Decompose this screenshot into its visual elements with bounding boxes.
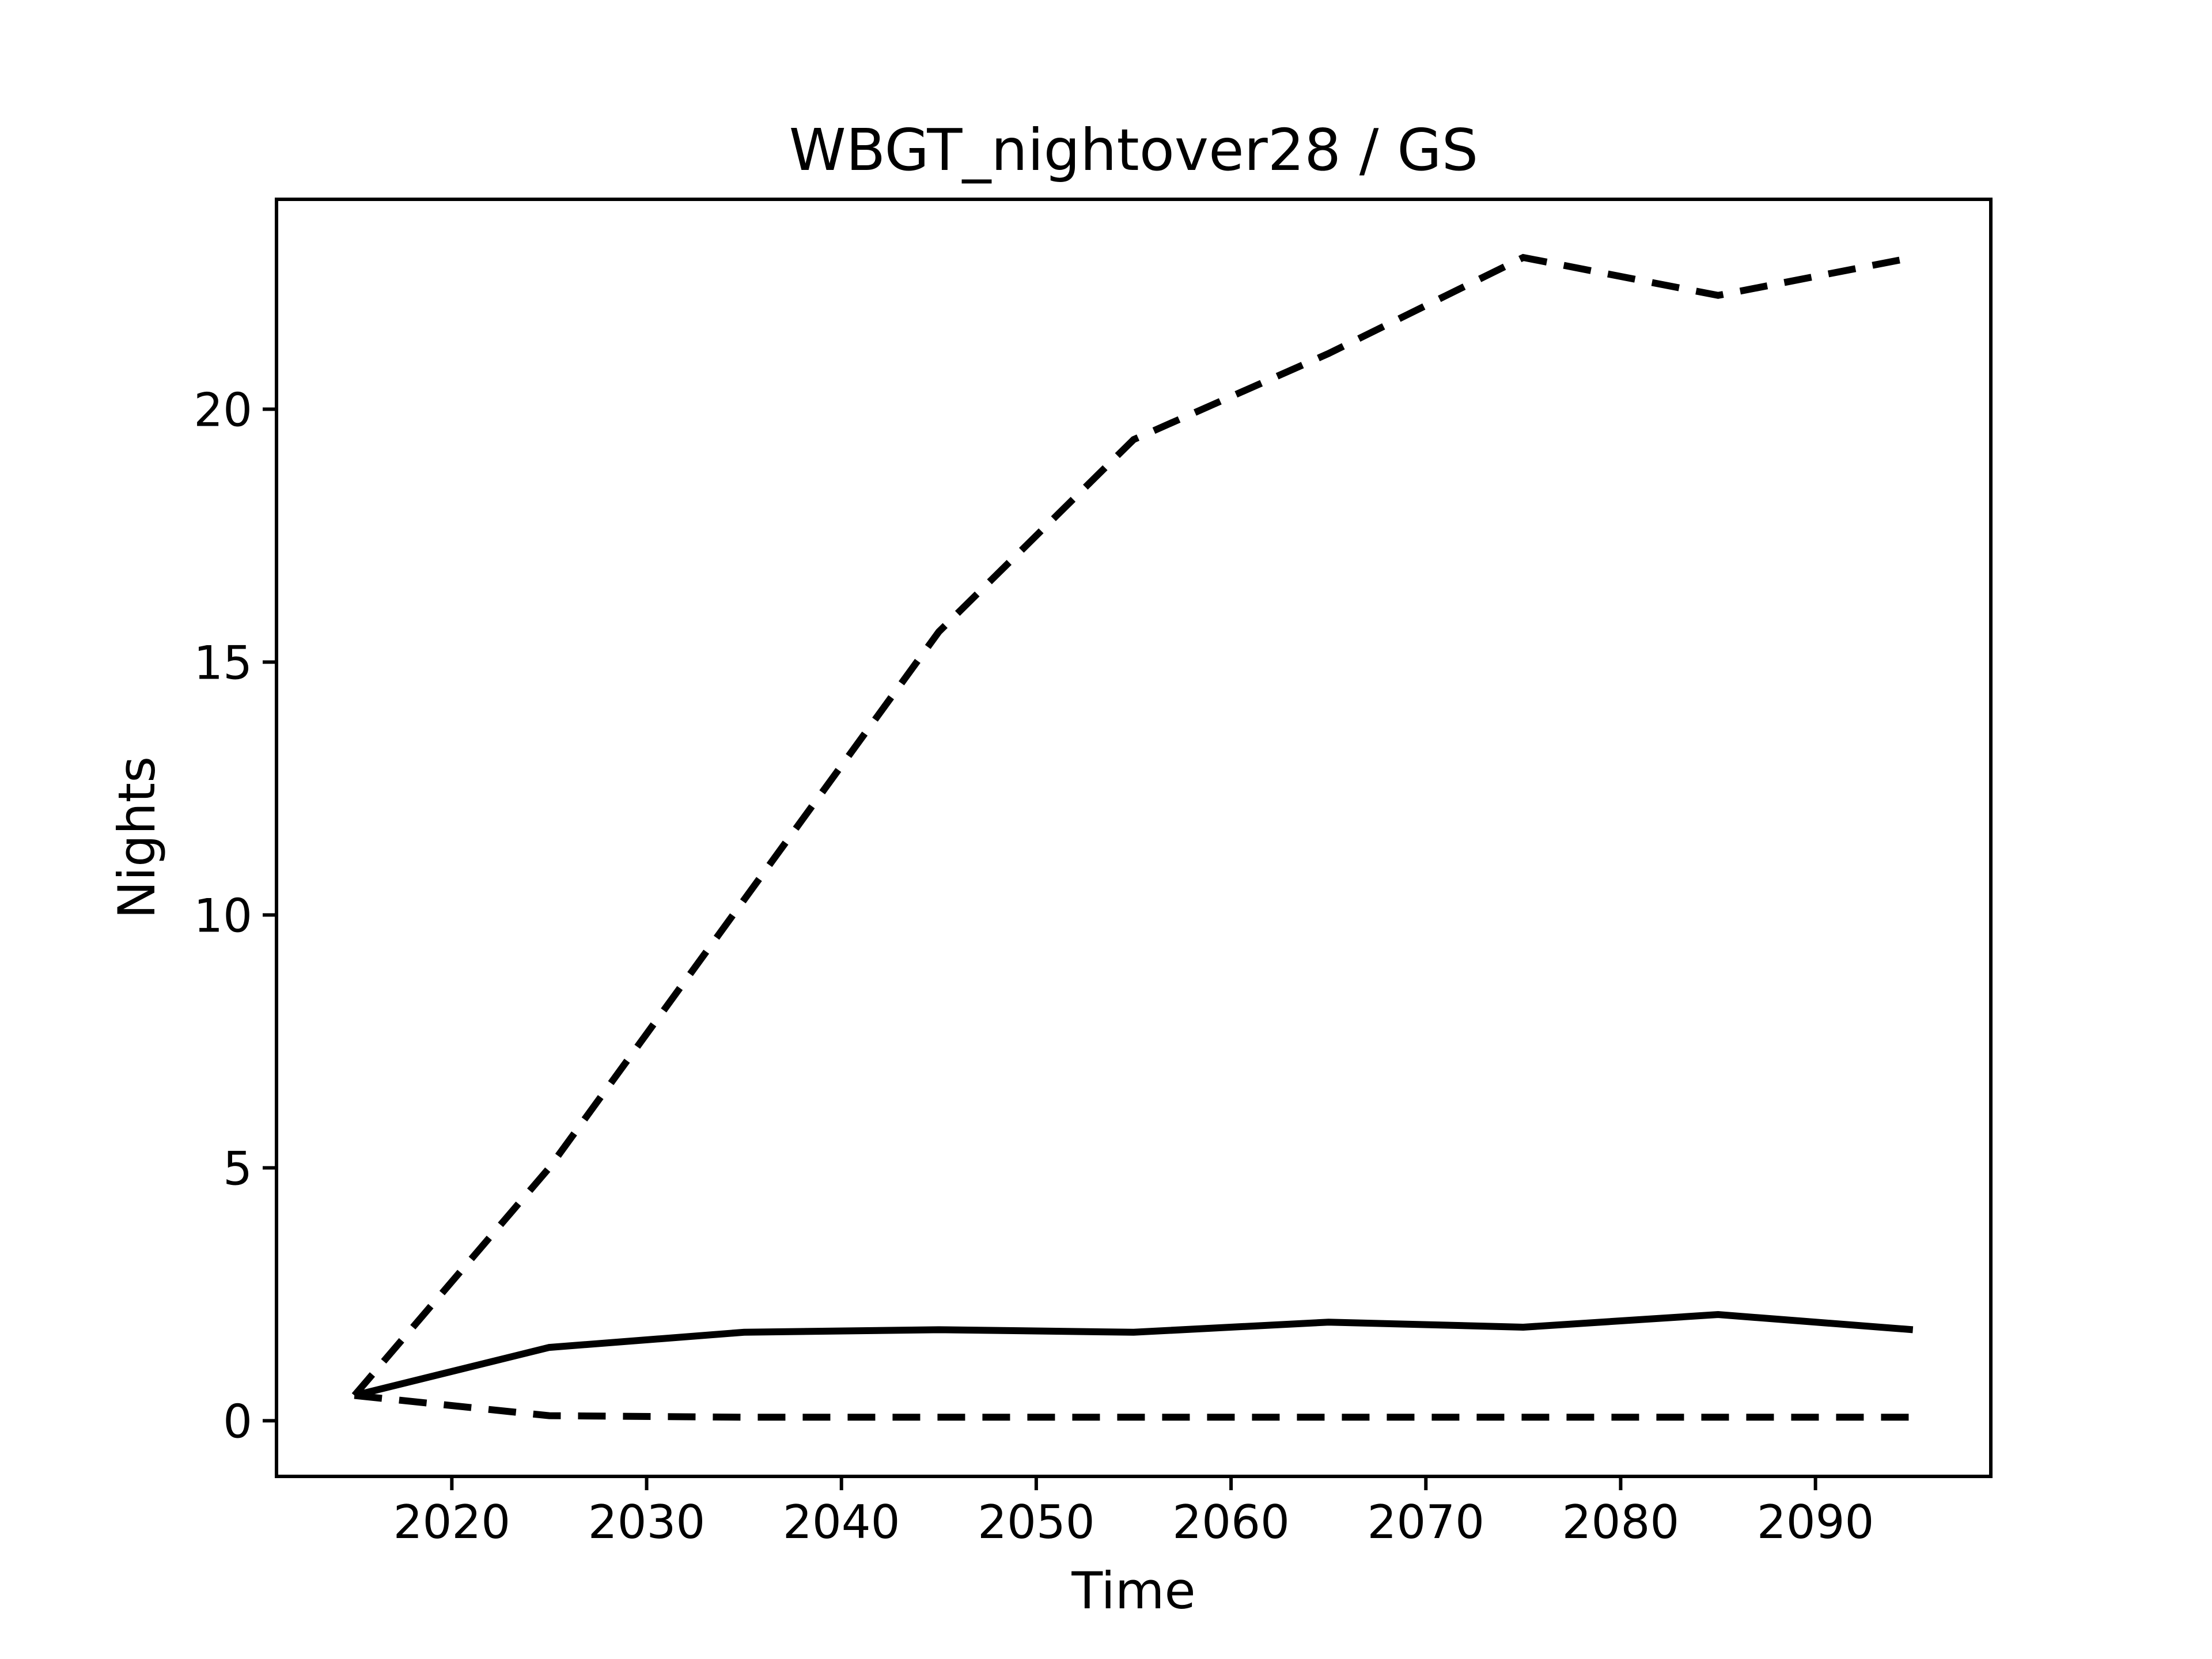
x-tick-label: 2090: [1757, 1495, 1874, 1549]
ticks-layer: 2020 2030 2040 2050 2060 2070 2080 2090 0 5 10 15 20: [194, 383, 1874, 1549]
y-axis-label: Nights: [107, 756, 166, 919]
y-tick-label: 0: [223, 1395, 252, 1448]
x-axis-label: Time: [1071, 1561, 1195, 1620]
x-tick-label: 2040: [783, 1495, 900, 1549]
upper-dashed-line: [351, 253, 1914, 1398]
x-tick-label: 2080: [1562, 1495, 1680, 1549]
y-tick-label: 20: [194, 383, 252, 437]
axes-frame: [275, 198, 1993, 1478]
y-tick-label: 5: [223, 1142, 252, 1195]
x-tick-label: 2060: [1172, 1495, 1290, 1549]
series-layer: [351, 253, 1914, 1421]
x-tick-label: 2020: [393, 1495, 511, 1549]
chart-title: WBGT_nightover28 / GS: [789, 116, 1478, 184]
y-tick-label: 15: [194, 636, 252, 690]
x-tick-label: 2030: [588, 1495, 706, 1549]
y-tick-label: 10: [194, 889, 252, 942]
lower-dashed-line: [354, 1392, 1913, 1421]
x-tick-label: 2070: [1367, 1495, 1484, 1549]
solid-line: [353, 1311, 1914, 1399]
x-tick-label: 2050: [978, 1495, 1095, 1549]
